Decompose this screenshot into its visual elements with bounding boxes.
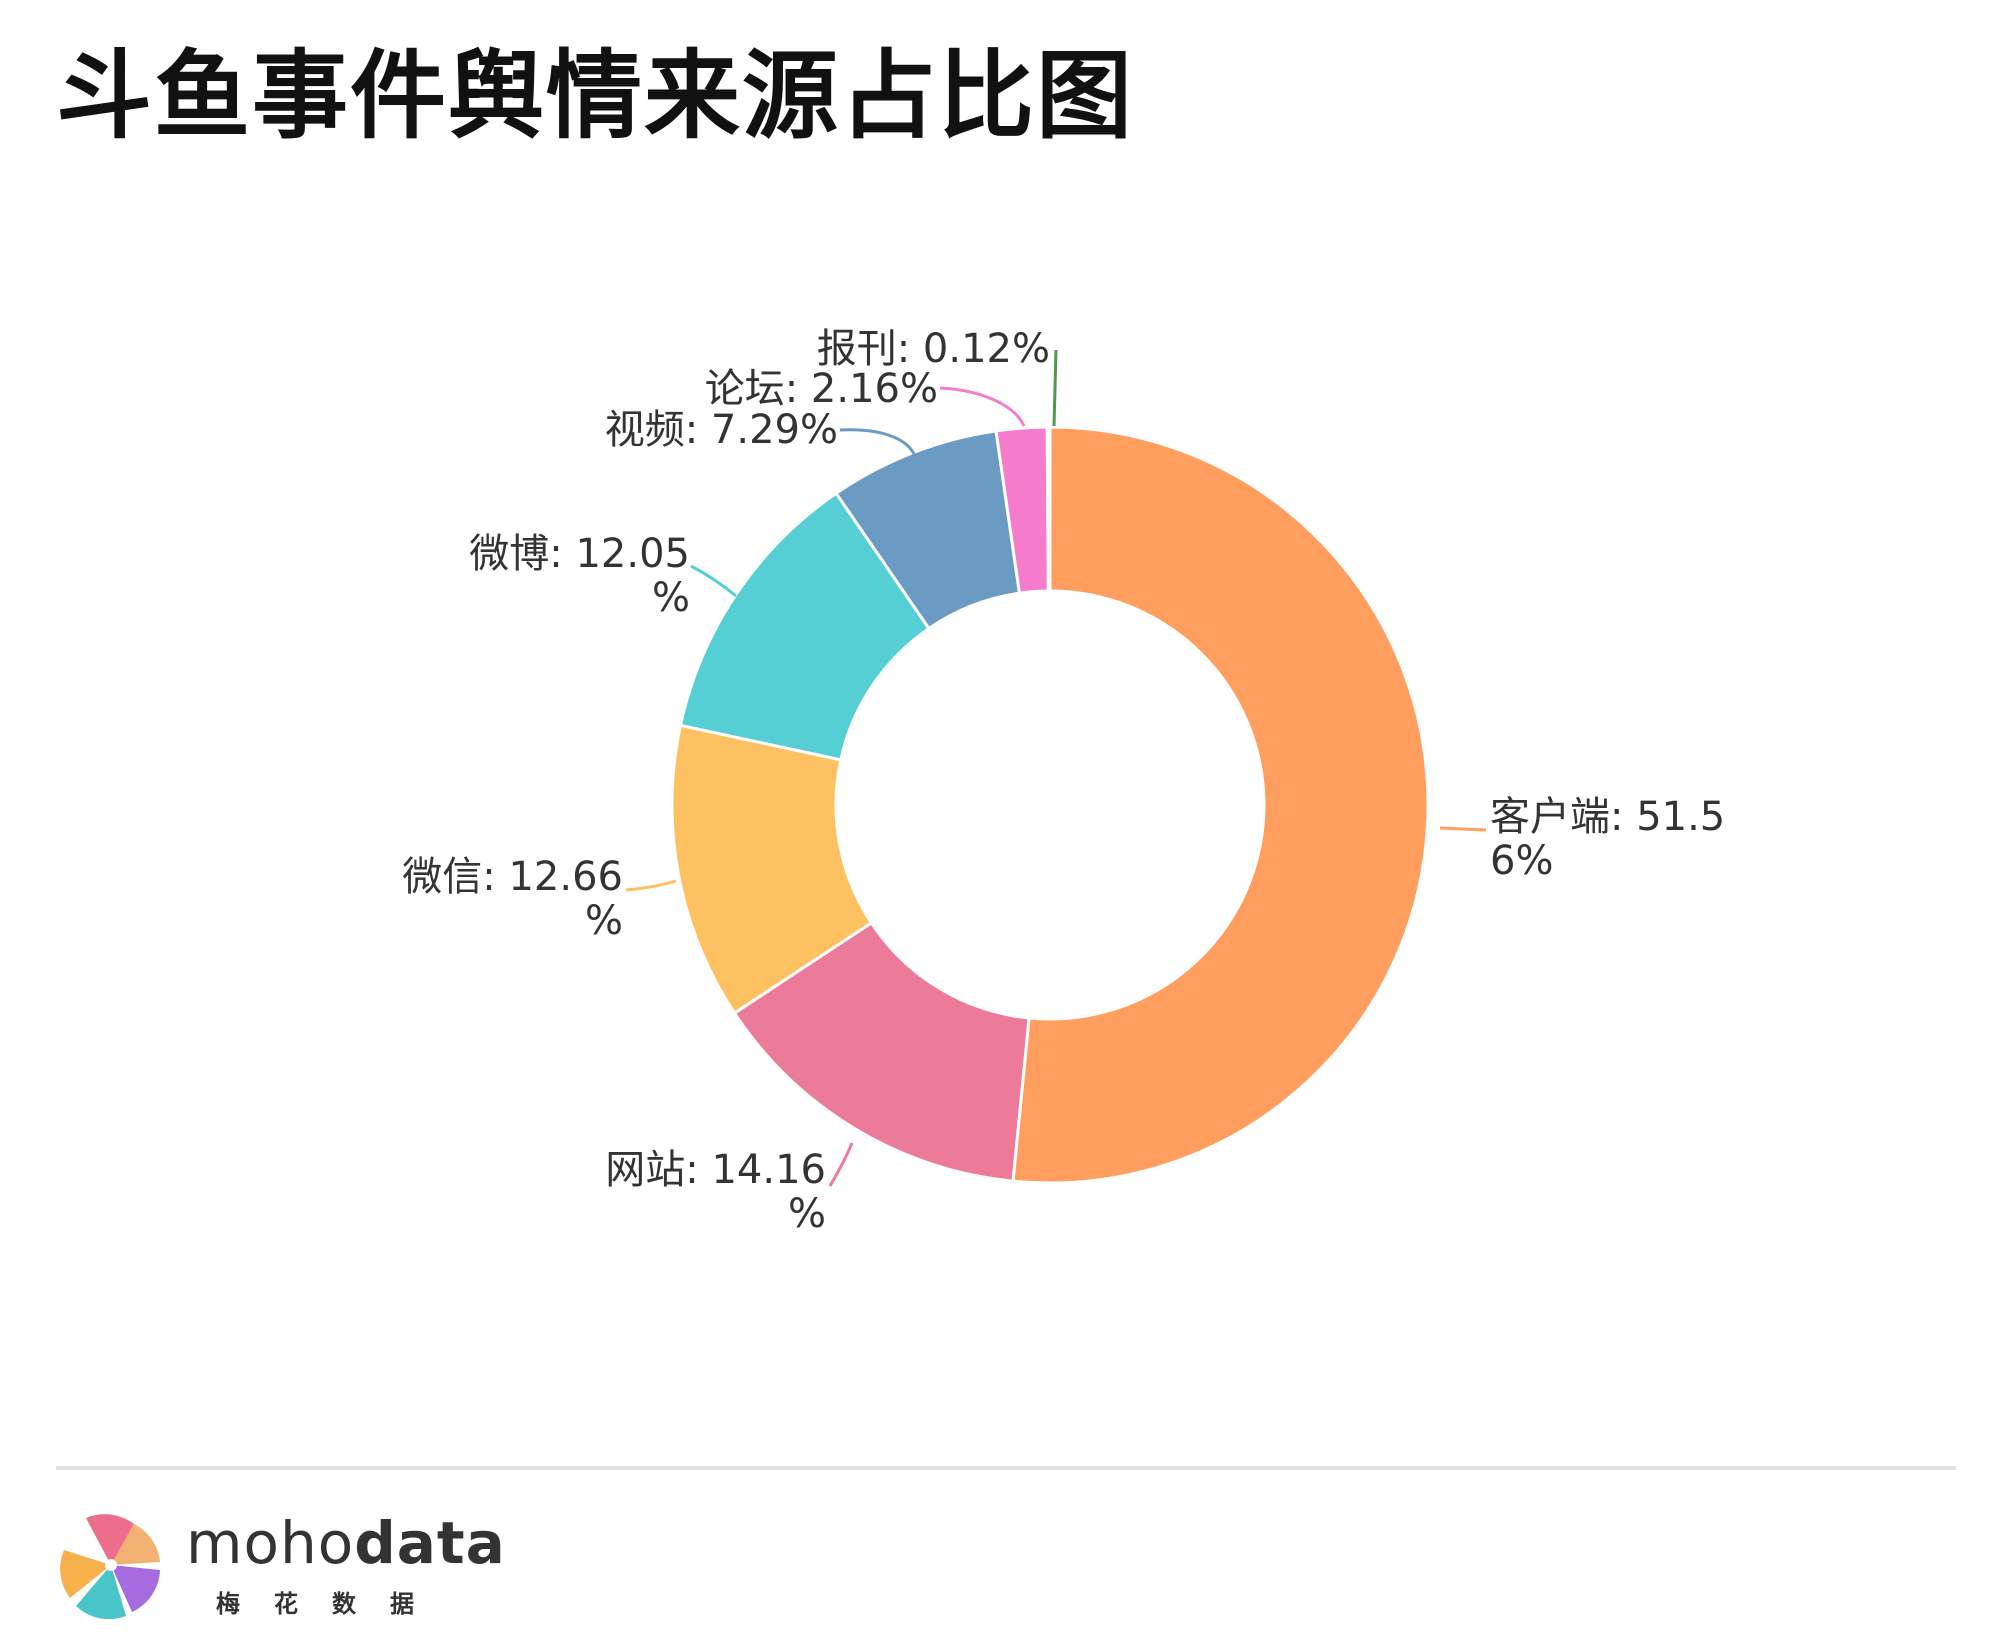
data-label-0: 客户端: 51.5 6% xyxy=(1490,794,1725,884)
brand-light: moho xyxy=(186,1509,355,1577)
slice-6 xyxy=(1045,425,1052,593)
data-label-6: 报刊: 0.12% xyxy=(817,326,1050,372)
data-label-line: 视频: 7.29% xyxy=(605,407,838,453)
leader-line-4 xyxy=(839,428,916,455)
slice-2 xyxy=(670,723,874,1016)
data-label-line: 报刊: 0.12% xyxy=(817,326,1050,372)
mohodata-logo-icon xyxy=(60,1514,160,1620)
donut-chart: 客户端: 51.5 6%网站: 14.16 %微信: 12.66 %微博: 12.05… xyxy=(402,326,1725,1237)
data-label-line: 微博: 12.05 xyxy=(469,531,690,577)
data-label-line: 网站: 14.16 xyxy=(605,1147,826,1193)
data-label-1: 网站: 14.16% xyxy=(605,1147,826,1237)
leader-line-3 xyxy=(690,564,737,598)
data-label-line: 6% xyxy=(1490,838,1553,884)
leader-line-5 xyxy=(939,386,1026,427)
data-label-line: % xyxy=(788,1191,826,1237)
brand-bold: data xyxy=(354,1509,506,1577)
data-label-line: % xyxy=(585,898,623,944)
leader-line-0 xyxy=(1439,826,1487,832)
data-label-4: 视频: 7.29% xyxy=(605,407,838,453)
leader-line-6 xyxy=(1052,349,1058,427)
chart-title: 斗鱼事件舆情来源占比图 xyxy=(56,40,1134,152)
data-label-3: 微博: 12.05% xyxy=(469,531,690,621)
leader-line-2 xyxy=(625,879,677,892)
brand-name: mohodata xyxy=(186,1514,506,1572)
data-label-5: 论坛: 2.16% xyxy=(705,366,938,412)
slice-1 xyxy=(732,920,1031,1183)
leader-line-1 xyxy=(828,1142,854,1187)
data-label-line: 论坛: 2.16% xyxy=(705,366,938,412)
data-label-line: % xyxy=(652,575,690,621)
brand-subtitle: 梅花数据 xyxy=(216,1590,448,1618)
data-label-line: 微信: 12.66 xyxy=(402,854,623,900)
slice-0 xyxy=(1011,425,1430,1185)
data-label-2: 微信: 12.66% xyxy=(402,854,623,944)
data-label-line: 客户端: 51.5 xyxy=(1490,794,1725,840)
footer-divider xyxy=(56,1466,1956,1470)
